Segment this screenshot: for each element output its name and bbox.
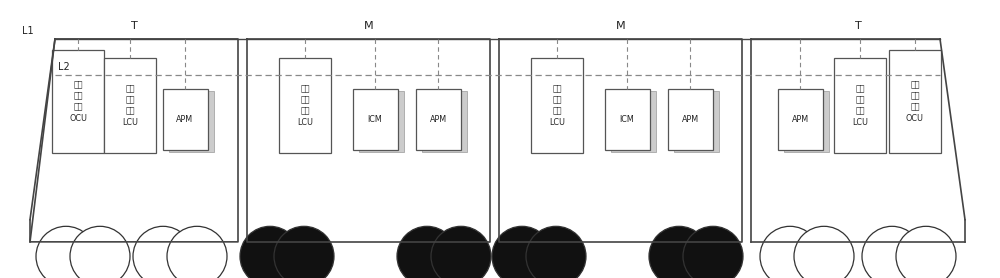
Text: M: M [364, 21, 373, 31]
Text: T: T [855, 21, 861, 31]
Text: 二级
控制
主机
LCU: 二级 控制 主机 LCU [122, 85, 138, 127]
Text: ICM: ICM [620, 115, 634, 124]
Bar [784, 91, 829, 152]
Bar [422, 91, 466, 152]
Text: APM: APM [176, 115, 194, 124]
Bar [889, 50, 941, 153]
Bar [104, 58, 156, 153]
Text: 二级
控制
主机
LCU: 二级 控制 主机 LCU [852, 85, 868, 127]
Text: 一级
控制
主机
OCU: 一级 控制 主机 OCU [906, 80, 924, 123]
Bar [778, 89, 823, 150]
Ellipse shape [70, 226, 130, 278]
Text: T: T [131, 21, 137, 31]
Ellipse shape [683, 226, 743, 278]
Text: L2: L2 [58, 62, 70, 72]
Bar [279, 58, 331, 153]
Bar [531, 58, 583, 153]
Ellipse shape [526, 226, 586, 278]
Bar [168, 91, 214, 152]
Ellipse shape [794, 226, 854, 278]
Bar [416, 89, 460, 150]
Ellipse shape [760, 226, 820, 278]
Ellipse shape [492, 226, 552, 278]
Ellipse shape [431, 226, 491, 278]
Ellipse shape [274, 226, 334, 278]
Bar [668, 89, 712, 150]
Text: M: M [616, 21, 625, 31]
Text: APM: APM [681, 115, 699, 124]
Ellipse shape [36, 226, 96, 278]
Text: 一级
控制
主机
OCU: 一级 控制 主机 OCU [69, 80, 87, 123]
Bar [674, 91, 718, 152]
Text: 二级
控制
主机
LCU: 二级 控制 主机 LCU [549, 85, 565, 127]
Text: APM: APM [791, 115, 809, 124]
Ellipse shape [133, 226, 193, 278]
Bar [610, 91, 656, 152]
Bar [352, 89, 398, 150]
Bar [162, 89, 208, 150]
Bar [834, 58, 886, 153]
Text: 二级
控制
主机
LCU: 二级 控制 主机 LCU [297, 85, 313, 127]
Bar [52, 50, 104, 153]
Ellipse shape [397, 226, 457, 278]
Text: ICM: ICM [368, 115, 382, 124]
Bar [358, 91, 404, 152]
Text: APM: APM [429, 115, 447, 124]
Ellipse shape [896, 226, 956, 278]
Ellipse shape [862, 226, 922, 278]
Ellipse shape [240, 226, 300, 278]
Text: L1: L1 [22, 26, 34, 36]
Bar [604, 89, 650, 150]
Ellipse shape [167, 226, 227, 278]
Ellipse shape [649, 226, 709, 278]
